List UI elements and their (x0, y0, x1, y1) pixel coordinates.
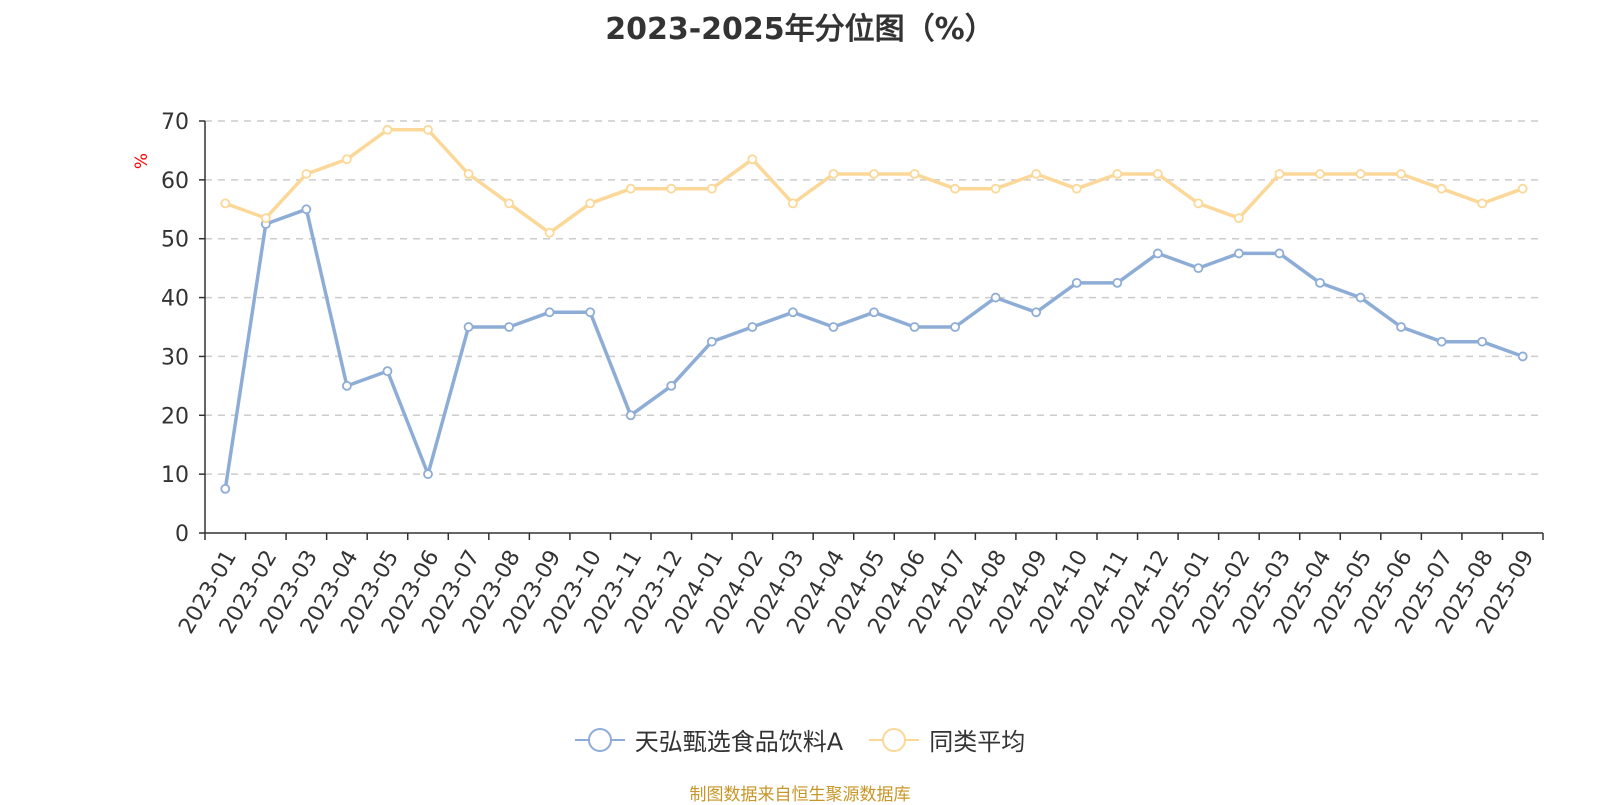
data-point (1152, 169, 1163, 179)
data-point (909, 169, 920, 179)
data-point (1436, 183, 1447, 194)
data-point (544, 307, 555, 318)
legend-item-1[interactable]: 天弘甄选食品饮料A (574, 722, 844, 757)
data-point (1355, 169, 1366, 179)
data-point (220, 198, 231, 209)
legend-item-2[interactable]: 同类平均 (869, 722, 1025, 757)
data-point (950, 183, 960, 194)
data-point (1071, 183, 1082, 194)
line-chart: 0102030405060702023-012023-022023-032023… (132, 110, 1544, 638)
data-point (1234, 248, 1244, 259)
data-point (463, 169, 474, 179)
data-point (950, 322, 960, 332)
data-point (828, 322, 839, 332)
data-point (585, 307, 596, 318)
data-point (1071, 277, 1082, 288)
data-point (1234, 213, 1244, 224)
series-lines (220, 124, 1528, 494)
y-tick-label: 40 (161, 287, 189, 312)
data-point (869, 169, 879, 179)
data-point (625, 183, 636, 194)
data-point (909, 322, 920, 332)
data-point (260, 213, 271, 224)
legend-marker-icon (869, 727, 920, 753)
axes: 0102030405060702023-012023-022023-032023… (161, 110, 1544, 638)
data-point (423, 124, 433, 135)
data-point (869, 307, 879, 318)
data-point (544, 227, 555, 238)
legend-marker-icon (574, 727, 625, 753)
legend-label: 天弘甄选食品饮料A (634, 728, 844, 756)
data-point (585, 198, 596, 209)
data-point (463, 322, 474, 332)
data-point (1193, 263, 1204, 274)
data-point (1477, 198, 1488, 209)
y-tick-label: 30 (161, 345, 189, 370)
data-point (1315, 169, 1325, 179)
data-point (706, 336, 717, 347)
data-point (1274, 169, 1285, 179)
legend-label: 同类平均 (929, 728, 1026, 756)
chart-title: 2023-2025年分位图（%） (605, 12, 995, 47)
data-point (1031, 307, 1042, 318)
data-point (1315, 277, 1325, 288)
data-point (220, 483, 231, 494)
data-point (666, 380, 677, 391)
data-point (1112, 169, 1123, 179)
data-point (625, 410, 636, 421)
y-tick-label: 0 (175, 522, 189, 547)
series-line-2 (224, 128, 1524, 235)
data-point (990, 292, 1001, 303)
data-point (1152, 248, 1163, 259)
y-tick-label: 70 (161, 110, 189, 135)
data-point (1274, 248, 1285, 259)
y-tick-label: 60 (161, 169, 189, 194)
data-point (1436, 336, 1447, 347)
y-tick-label: 20 (161, 404, 189, 429)
data-point (504, 322, 514, 332)
series-line-1 (223, 207, 1524, 490)
data-point (1396, 169, 1406, 179)
y-tick-label: 10 (161, 463, 189, 488)
data-point (1355, 292, 1366, 303)
data-point (382, 124, 393, 135)
data-point (382, 366, 393, 377)
y-tick-label: 50 (161, 228, 189, 253)
data-point (1517, 351, 1528, 362)
data-point (1517, 183, 1528, 194)
data-point (788, 198, 798, 209)
y-axis-label: % (132, 153, 152, 169)
data-point (747, 322, 758, 332)
data-point (666, 183, 677, 194)
data-point (1193, 198, 1204, 209)
data-point (301, 169, 312, 179)
data-point (990, 183, 1001, 194)
data-point (1031, 169, 1042, 179)
data-point (1477, 336, 1488, 347)
data-point (342, 154, 352, 165)
data-point (1396, 322, 1406, 332)
data-point (342, 380, 352, 391)
data-point (828, 169, 839, 179)
data-point (301, 204, 312, 215)
data-point (788, 307, 798, 318)
data-point (706, 183, 717, 194)
data-point (423, 469, 433, 480)
data-point (1112, 277, 1123, 288)
legend: 天弘甄选食品饮料A 同类平均 (0, 722, 1600, 757)
footer-source: 制图数据来自恒生聚源数据库 (689, 785, 911, 805)
data-point (504, 198, 514, 209)
data-point (747, 154, 758, 165)
